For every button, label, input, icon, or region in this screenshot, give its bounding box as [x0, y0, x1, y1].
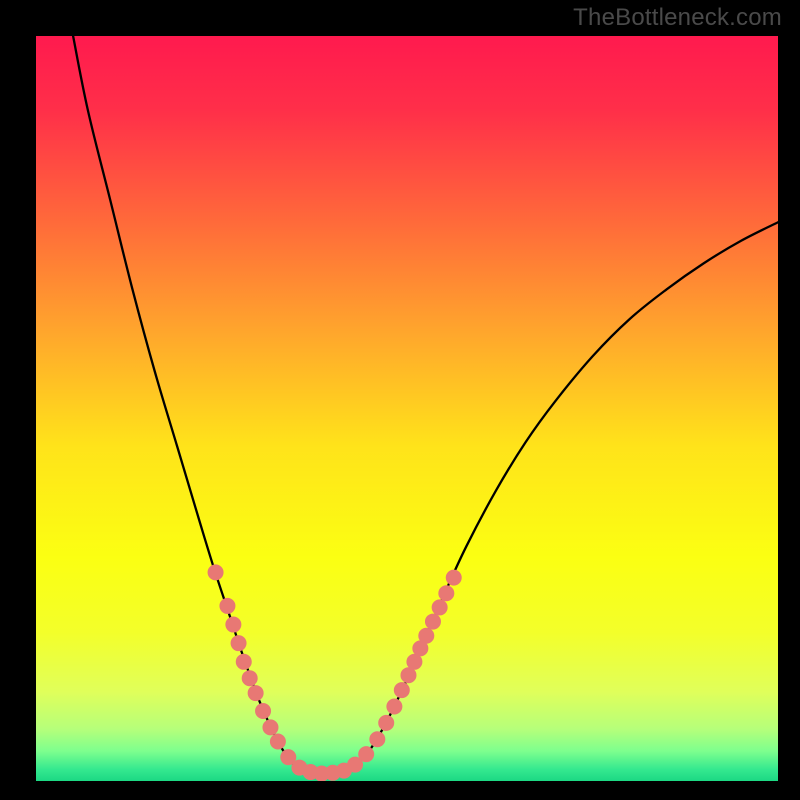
data-marker — [208, 565, 223, 580]
data-marker — [263, 720, 278, 735]
data-marker — [231, 636, 246, 651]
data-marker — [359, 747, 374, 762]
data-marker — [270, 734, 285, 749]
data-marker — [407, 654, 422, 669]
data-marker — [387, 699, 402, 714]
watermark-text: TheBottleneck.com — [573, 4, 782, 32]
data-marker — [236, 654, 251, 669]
plot-area — [36, 36, 778, 781]
data-marker — [248, 686, 263, 701]
data-marker — [226, 617, 241, 632]
data-marker — [256, 703, 271, 718]
data-marker — [242, 671, 257, 686]
data-marker — [220, 598, 235, 613]
data-marker — [439, 586, 454, 601]
data-marker — [370, 732, 385, 747]
data-marker — [432, 600, 447, 615]
plot-svg — [36, 36, 778, 781]
chart-container: TheBottleneck.com — [0, 0, 800, 800]
data-marker — [446, 570, 461, 585]
data-marker — [419, 628, 434, 643]
data-marker — [394, 683, 409, 698]
data-marker — [401, 668, 416, 683]
data-marker — [425, 614, 440, 629]
data-marker — [379, 715, 394, 730]
